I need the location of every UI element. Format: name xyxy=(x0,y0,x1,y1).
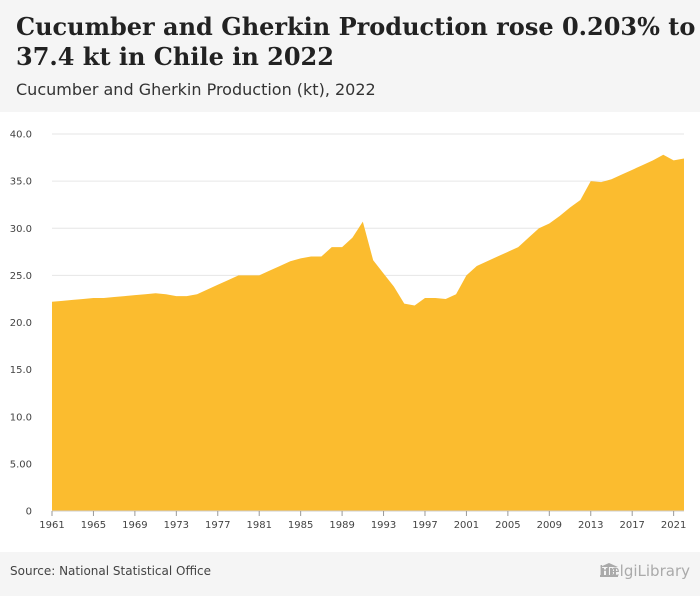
data-point xyxy=(372,259,375,262)
data-point xyxy=(651,159,654,162)
y-tick-label: 10.0 xyxy=(10,412,32,423)
data-point xyxy=(579,198,582,201)
data-point xyxy=(289,260,292,263)
x-tick-label: 1969 xyxy=(122,520,147,531)
data-point xyxy=(444,297,447,300)
data-point xyxy=(206,288,209,291)
y-tick-label: 35.0 xyxy=(10,177,32,188)
x-tick-label: 2017 xyxy=(619,520,644,531)
data-point xyxy=(113,296,116,299)
data-point xyxy=(175,295,178,298)
data-point xyxy=(537,227,540,230)
data-point xyxy=(268,269,271,272)
data-point xyxy=(475,264,478,267)
data-point xyxy=(61,299,64,302)
data-point xyxy=(672,159,675,162)
chart-footer: Source: National Statistical Office Helg… xyxy=(0,552,700,596)
chart-subtitle: Cucumber and Gherkin Production (kt), 20… xyxy=(16,80,376,99)
data-point xyxy=(403,302,406,305)
x-tick-label: 2013 xyxy=(578,520,603,531)
data-point xyxy=(631,168,634,171)
data-point xyxy=(589,180,592,183)
data-point xyxy=(82,297,85,300)
y-tick-label: 20.0 xyxy=(10,318,32,329)
x-tick-label: 1981 xyxy=(246,520,271,531)
x-tick-label: 2021 xyxy=(661,520,686,531)
helgi-library-logo[interactable]: HelgiLibrary xyxy=(599,562,690,580)
data-point xyxy=(361,220,364,223)
data-point xyxy=(237,274,240,277)
x-tick-label: 1989 xyxy=(329,520,354,531)
data-point xyxy=(527,236,530,239)
y-tick-label: 5.00 xyxy=(10,459,32,470)
x-tick-label: 2005 xyxy=(495,520,520,531)
data-point xyxy=(413,304,416,307)
data-point xyxy=(92,296,95,299)
data-point xyxy=(423,296,426,299)
data-point xyxy=(185,295,188,298)
x-tick-label: 2001 xyxy=(454,520,479,531)
data-point xyxy=(341,246,344,249)
data-point xyxy=(486,260,489,263)
data-point xyxy=(506,250,509,253)
data-point xyxy=(517,246,520,249)
data-point xyxy=(382,272,385,275)
plot-area: 0 5.00 10.0 15.0 20.0 25.0 30.0 35.0 40.0 1961 196… xyxy=(0,112,700,552)
data-point xyxy=(320,255,323,258)
data-point xyxy=(548,222,551,225)
logo-text: HelgiLibrary xyxy=(599,562,690,580)
y-tick-label: 0 xyxy=(26,507,32,518)
chart-header: Cucumber and Gherkin Production rose 0.2… xyxy=(0,0,700,112)
data-point xyxy=(641,164,644,167)
data-point xyxy=(310,255,313,258)
data-point xyxy=(102,296,105,299)
data-point xyxy=(154,292,157,295)
x-tick-label: 1993 xyxy=(371,520,396,531)
y-tick-label: 30.0 xyxy=(10,224,32,235)
data-point xyxy=(569,206,572,209)
data-point xyxy=(465,274,468,277)
data-point xyxy=(392,285,395,288)
y-tick-label: 15.0 xyxy=(10,365,32,376)
data-point xyxy=(71,298,74,301)
library-building-icon xyxy=(600,563,619,577)
area-chart: 0 5.00 10.0 15.0 20.0 25.0 30.0 35.0 40.0 1961 196… xyxy=(10,130,687,532)
data-point xyxy=(144,293,147,296)
y-tick-label: 25.0 xyxy=(10,271,32,282)
data-point xyxy=(351,236,354,239)
source-note: Source: National Statistical Office xyxy=(10,564,212,578)
data-point xyxy=(278,264,281,267)
data-point xyxy=(247,274,250,277)
y-tick-label: 40.0 xyxy=(10,130,32,141)
data-point xyxy=(164,293,167,296)
data-point xyxy=(216,283,219,286)
x-tick-label: 1977 xyxy=(205,520,230,531)
data-point xyxy=(196,293,199,296)
data-point xyxy=(620,173,623,176)
data-point xyxy=(558,214,561,217)
x-tick-label: 2009 xyxy=(537,520,562,531)
x-tick-label: 1961 xyxy=(39,520,64,531)
x-tick-label: 1985 xyxy=(288,520,313,531)
data-point xyxy=(610,178,613,181)
chart-title: Cucumber and Gherkin Production rose 0.2… xyxy=(16,12,696,71)
x-tick-label: 1997 xyxy=(412,520,437,531)
production-area xyxy=(52,154,684,512)
data-point xyxy=(299,257,302,260)
data-point xyxy=(330,246,333,249)
data-point xyxy=(455,293,458,296)
data-point xyxy=(600,181,603,184)
x-tick-label: 1973 xyxy=(164,520,189,531)
data-point xyxy=(662,153,665,156)
x-tick-label: 1965 xyxy=(81,520,106,531)
data-point xyxy=(133,294,136,297)
data-point xyxy=(434,296,437,299)
data-point xyxy=(123,295,126,298)
data-point xyxy=(227,279,230,282)
data-point xyxy=(683,157,686,160)
data-point xyxy=(258,274,261,277)
data-point xyxy=(496,255,499,258)
data-point xyxy=(51,300,54,303)
